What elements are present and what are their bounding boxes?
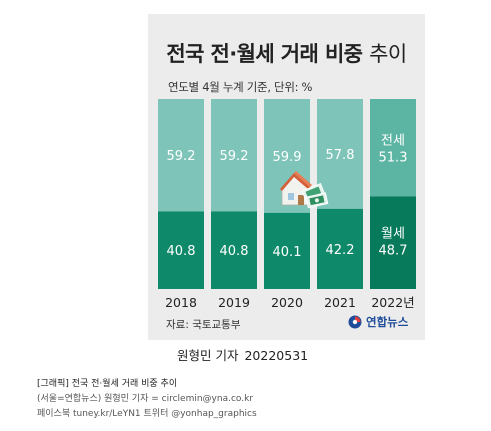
publish-date: 20220531 bbox=[244, 348, 309, 363]
chart-subtitle: 연도별 4월 누계 기준, 단위: % bbox=[168, 80, 313, 94]
bar-wolse-2020 bbox=[264, 212, 310, 289]
yonhap-logo-icon bbox=[348, 315, 362, 329]
x-tick-2021: 2021 bbox=[324, 295, 356, 310]
caption-social: 페이스북 tuney.kr/LeYN1 트위터 @yonhap_graphics bbox=[37, 409, 257, 419]
yonhap-logo-text: 연합뉴스 bbox=[366, 315, 409, 329]
data-label-jeonse-2019: 59.2 bbox=[220, 149, 249, 164]
data-label-jeonse-2018: 59.2 bbox=[167, 149, 196, 164]
bars-layer: 59.2 40.8 59.2 40.8 59.9 40.1 57.8 42.2 전세 51.3 월세… bbox=[158, 99, 416, 289]
data-label-wolse-2020: 40.1 bbox=[273, 245, 302, 260]
chart-card: 전국 전·월세 거래 비중 추이 연도별 4월 누계 기준, 단위: % 59.… bbox=[148, 14, 425, 340]
x-tick-2018: 2018 bbox=[165, 295, 197, 310]
bar-wolse-2019 bbox=[211, 211, 257, 289]
yonhap-logo: 연합뉴스 bbox=[348, 314, 408, 330]
data-label-wolse-2019: 40.8 bbox=[220, 244, 249, 259]
chart-title-bold: 전국 전·월세 거래 비중 bbox=[166, 42, 363, 66]
bar-jeonse-2021 bbox=[317, 99, 363, 209]
bar-wolse-2022년 bbox=[370, 196, 416, 289]
caption-title: [그래픽] 전국 전·월세 거래 비중 추이 bbox=[37, 379, 178, 389]
x-tick-2020: 2020 bbox=[271, 295, 303, 310]
data-label-jeonse-2021: 57.8 bbox=[326, 148, 355, 163]
x-tick-2019: 2019 bbox=[218, 295, 250, 310]
caption-byline: (서울=연합뉴스) 원형민 기자 = circlemin@yna.co.kr bbox=[37, 394, 254, 404]
bar-wolse-2018 bbox=[158, 211, 204, 289]
bar-wolse-2021 bbox=[317, 208, 363, 289]
bar-jeonse-2022년 bbox=[370, 99, 416, 197]
chart-title-light: 추이 bbox=[369, 42, 407, 66]
data-label-wolse-2021: 42.2 bbox=[326, 243, 355, 258]
data-label-wolse-2018: 40.8 bbox=[167, 244, 196, 259]
bar-jeonse-2018 bbox=[158, 99, 204, 212]
series-label-jeonse: 전세 bbox=[381, 134, 405, 149]
x-tick-labels: 2018 2019 2020 2021 2022년 bbox=[165, 295, 415, 310]
data-label-wolse-2022년: 48.7 bbox=[379, 244, 408, 259]
data-label-jeonse-2020: 59.9 bbox=[273, 150, 302, 165]
house-money-icon bbox=[280, 171, 329, 209]
source-note: 자료: 국토교통부 bbox=[166, 319, 241, 331]
author-name: 원형민 기자 bbox=[177, 348, 239, 363]
bar-jeonse-2019 bbox=[211, 99, 257, 212]
author-credit: 원형민 기자 20220531 bbox=[177, 345, 308, 364]
chart-title: 전국 전·월세 거래 비중 추이 bbox=[148, 38, 425, 68]
series-label-wolse: 월세 bbox=[381, 227, 405, 242]
stacked-bar-chart: 59.2 40.8 59.2 40.8 59.9 40.1 57.8 42.2 전세 51.3 월세… bbox=[158, 99, 416, 310]
x-tick-2022년: 2022년 bbox=[371, 295, 414, 310]
data-label-jeonse-2022년: 51.3 bbox=[379, 151, 408, 166]
